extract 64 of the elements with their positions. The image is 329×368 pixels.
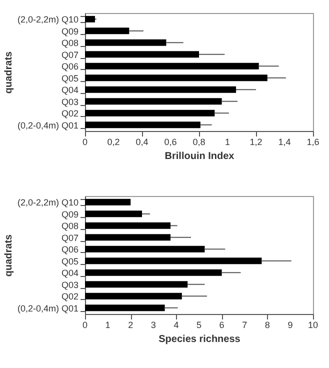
y-axis-title: quadrats xyxy=(3,234,14,277)
bar xyxy=(85,292,182,300)
x-axis-title: Species richness xyxy=(158,334,241,345)
bar xyxy=(85,74,268,82)
y-tick-label: Q04 xyxy=(61,268,78,278)
y-tick-label: Q07 xyxy=(61,50,78,60)
bar xyxy=(85,98,222,105)
bar xyxy=(85,86,236,93)
y-tick-label: Q04 xyxy=(61,85,78,96)
x-tick-label: 10 xyxy=(308,320,318,330)
bar xyxy=(85,246,205,252)
y-tick-label: (0,2-0,4m) Q01 xyxy=(17,303,78,314)
bar xyxy=(85,222,170,229)
x-tick-label: 8 xyxy=(264,320,270,330)
y-tick-label: Q07 xyxy=(61,232,78,243)
bar xyxy=(85,198,131,206)
x-tick-label: 0,8 xyxy=(192,137,206,147)
y-tick-label: Q09 xyxy=(61,26,78,36)
x-tick-label: 5 xyxy=(196,320,202,330)
y-tick-label: (0,2-0,4m) Q01 xyxy=(17,120,78,130)
bar xyxy=(85,269,222,276)
y-tick-label: Q03 xyxy=(61,280,78,290)
bar xyxy=(85,16,95,22)
bar xyxy=(85,110,215,116)
x-tick-label: 0,6 xyxy=(164,137,177,147)
bar xyxy=(85,51,199,58)
y-tick-label: Q05 xyxy=(61,256,78,266)
x-tick-label: 2 xyxy=(128,320,134,330)
x-tick-label: 1,2 xyxy=(250,137,262,147)
x-tick-label: 1 xyxy=(224,137,230,147)
y-tick-label: Q06 xyxy=(61,62,78,72)
bar xyxy=(85,62,259,70)
x-tick-label: 9 xyxy=(288,320,293,330)
y-tick-label: Q02 xyxy=(61,108,78,119)
y-tick-label: Q08 xyxy=(61,38,78,48)
bar xyxy=(85,210,142,218)
x-tick-label: 0 xyxy=(82,137,88,147)
x-tick-label: 3 xyxy=(150,320,156,330)
y-tick-label: Q03 xyxy=(61,96,78,107)
x-tick-label: 4 xyxy=(174,320,179,330)
y-axis-title: quadrats xyxy=(3,50,14,94)
x-tick-label: 0,2 xyxy=(107,137,120,147)
bar xyxy=(85,28,130,34)
bar xyxy=(85,304,165,312)
bar xyxy=(85,234,170,241)
bar xyxy=(85,122,200,128)
y-tick-label: Q08 xyxy=(61,221,78,232)
y-tick-label: Q09 xyxy=(61,209,78,220)
y-tick-label: Q02 xyxy=(61,292,78,302)
x-tick-label: 1 xyxy=(105,320,110,330)
y-tick-label: (2,0-2,2m) Q10 xyxy=(17,14,78,25)
y-tick-label: (2,0-2,2m) Q10 xyxy=(17,198,78,208)
y-tick-label: Q05 xyxy=(61,73,78,84)
x-tick-label: 0,4 xyxy=(136,137,148,147)
bar xyxy=(85,281,188,288)
y-tick-label: Q06 xyxy=(61,244,78,255)
x-axis-title: Brillouin Index xyxy=(164,151,235,162)
x-tick-label: 7 xyxy=(242,320,248,330)
bar xyxy=(85,39,166,46)
bar xyxy=(85,258,262,264)
x-tick-label: 6 xyxy=(219,320,224,330)
x-tick-label: 0 xyxy=(82,320,88,330)
x-tick-label: 1,4 xyxy=(278,137,291,147)
x-tick-label: 1,6 xyxy=(306,137,320,147)
